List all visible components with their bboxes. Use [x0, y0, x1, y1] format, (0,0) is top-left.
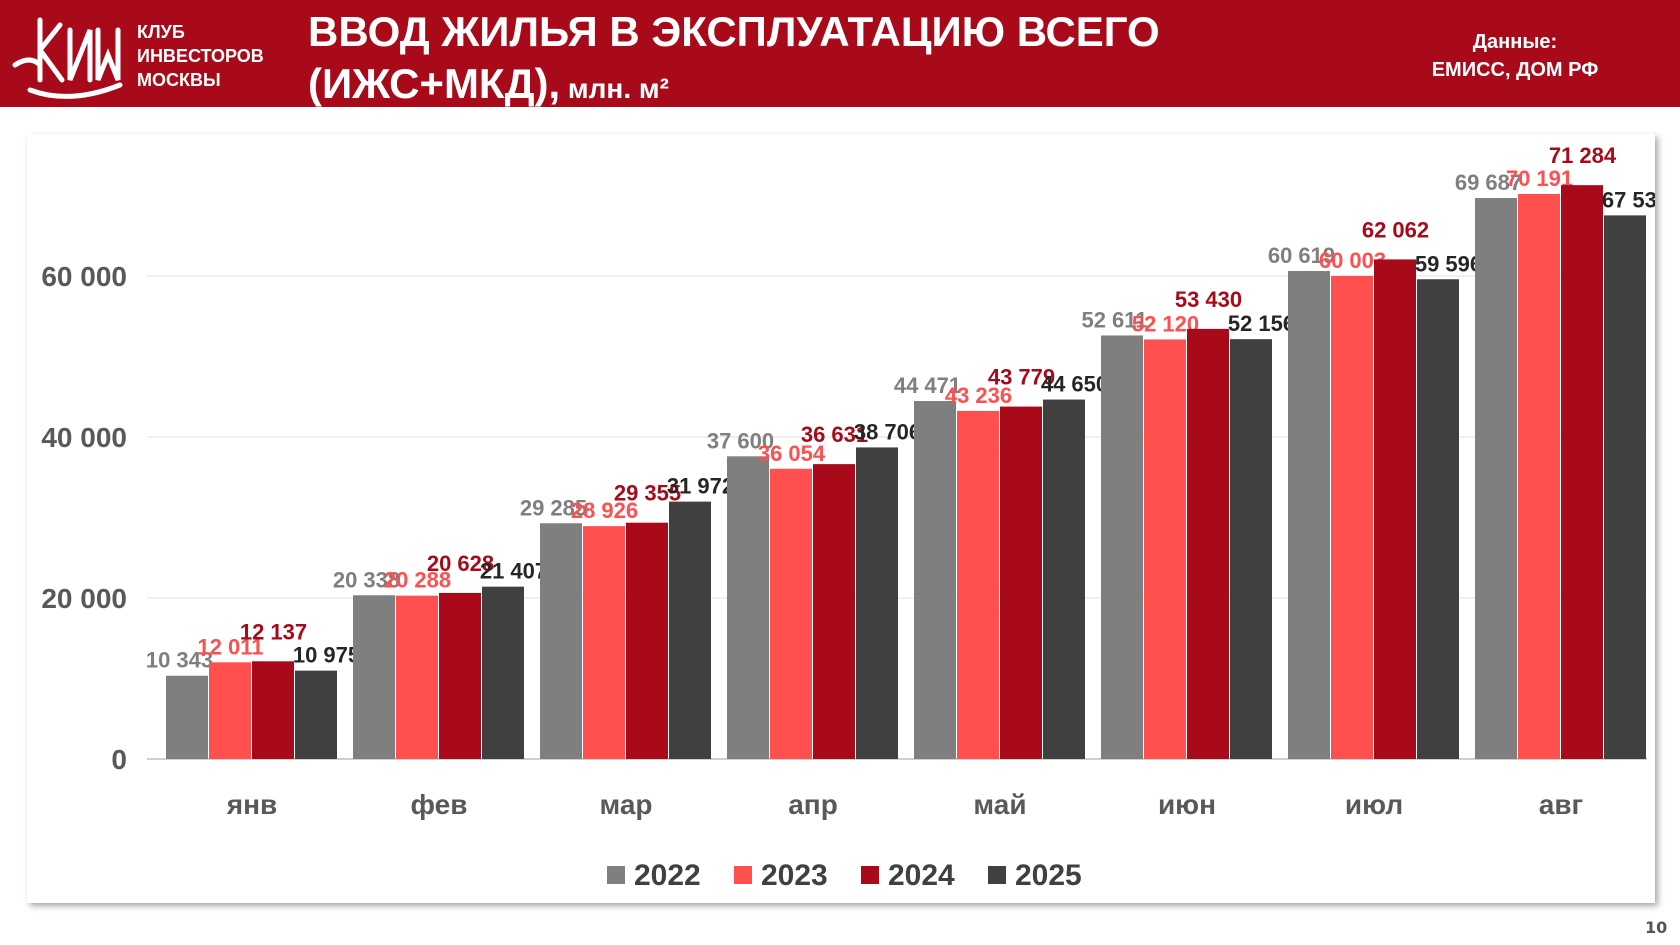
bar-2023-авг [1518, 193, 1560, 759]
bar-2024-май [1000, 406, 1042, 759]
data-label: 29 285 [520, 495, 587, 520]
title-unit: млн. м² [560, 73, 669, 104]
x-tick-label: янв [226, 789, 277, 820]
data-label: 37 600 [707, 428, 774, 453]
bar-2022-мар [540, 523, 582, 759]
bar-2025-мар [669, 501, 711, 759]
bar-2023-июл [1331, 275, 1373, 759]
bar-2024-апр [813, 464, 855, 759]
title-line-1: ВВОД ЖИЛЬЯ В ЭКСПЛУАТАЦИЮ ВСЕГО [308, 8, 1160, 55]
x-tick-label: апр [788, 789, 838, 820]
bar-2022-фев [353, 595, 395, 759]
source-label: Данные: [1472, 31, 1558, 53]
legend-label: 2025 [1015, 859, 1082, 892]
data-label: 44 471 [894, 373, 961, 398]
legend-swatch-2024 [861, 866, 879, 884]
bar-2025-янв [295, 670, 337, 759]
bar-2025-фев [482, 586, 524, 759]
x-tick-label: июл [1345, 789, 1403, 820]
header-banner: КЛУБ ИНВЕСТОРОВ МОСКВЫ ВВОД ЖИЛЬЯ В ЭКСП… [0, 0, 1680, 107]
bar-2022-июл [1288, 271, 1330, 759]
legend-swatch-2023 [734, 866, 752, 884]
legend-swatch-2025 [988, 866, 1006, 884]
x-tick-label: мар [599, 789, 652, 820]
y-tick-label: 40 000 [41, 422, 127, 453]
title-line-2: (ИЖС+МКД), [308, 60, 561, 107]
data-label: 12 137 [240, 619, 307, 644]
bar-2022-авг [1475, 198, 1517, 759]
legend-swatch-2022 [607, 866, 625, 884]
data-label: 20 288 [384, 568, 451, 593]
bar-2022-янв [166, 675, 208, 759]
data-source: Данные: ЕМИСС, ДОМ РФ [1400, 28, 1630, 84]
data-label: 20 628 [427, 551, 494, 576]
data-label: 21 407 [480, 559, 547, 584]
legend-label: 2022 [634, 859, 701, 892]
data-label: 43 236 [945, 383, 1012, 408]
data-label: 71 284 [1549, 143, 1617, 168]
bar-2024-июн [1187, 328, 1229, 759]
data-label: 44 650 [1041, 372, 1108, 397]
club-logo [12, 17, 123, 99]
data-label: 52 611 [1081, 307, 1147, 332]
page-title: ВВОД ЖИЛЬЯ В ЭКСПЛУАТАЦИЮ ВСЕГО (ИЖС+МКД… [308, 6, 1160, 115]
club-line: ИНВЕСТОРОВ [137, 46, 264, 66]
bar-2023-апр [770, 468, 812, 759]
data-label: 60 619 [1268, 243, 1335, 268]
data-label: 20 338 [333, 567, 400, 592]
source-value: ЕМИСС, ДОМ РФ [1431, 59, 1599, 81]
x-tick-label: май [973, 789, 1026, 820]
data-label: 62 062 [1362, 217, 1429, 242]
bar-2025-май [1043, 399, 1085, 759]
x-tick-label: авг [1539, 789, 1583, 820]
bar-2025-авг [1604, 215, 1646, 760]
legend-label: 2023 [761, 859, 828, 892]
page-number: 10 [1645, 918, 1668, 937]
data-label: 10 343 [146, 648, 213, 673]
y-tick-label: 0 [111, 744, 127, 775]
data-label: 12 011 [197, 634, 263, 659]
data-label: 31 972 [667, 474, 734, 499]
data-label: 59 596 [1415, 251, 1482, 276]
club-line: КЛУБ [137, 22, 185, 42]
bar-2025-июл [1417, 279, 1459, 759]
data-label: 53 430 [1175, 287, 1242, 312]
bar-2022-апр [727, 456, 769, 759]
data-label: 43 779 [988, 365, 1055, 390]
bar-2024-фев [439, 592, 481, 759]
bar-2022-июн [1101, 335, 1143, 759]
bar-2023-май [957, 410, 999, 759]
bar-2025-апр [856, 447, 898, 759]
club-name: КЛУБ ИНВЕСТОРОВ МОСКВЫ [137, 20, 264, 92]
bar-2025-июн [1230, 339, 1272, 759]
x-tick-label: июн [1158, 789, 1216, 820]
data-label: 36 631 [801, 422, 868, 447]
bar-2024-мар [626, 522, 668, 759]
bar-2023-мар [583, 526, 625, 759]
legend-label: 2024 [888, 859, 955, 892]
y-tick-label: 20 000 [41, 583, 127, 614]
club-line: МОСКВЫ [137, 70, 221, 90]
bar-2022-май [914, 401, 956, 759]
y-tick-label: 60 000 [41, 261, 127, 292]
data-label: 38 706 [854, 419, 921, 444]
data-label: 28 926 [571, 498, 638, 523]
bar-2023-фев [396, 595, 438, 759]
data-label: 10 975 [293, 643, 360, 668]
bar-2024-июл [1374, 259, 1416, 759]
data-label: 52 156 [1228, 311, 1295, 336]
bar-2024-янв [252, 661, 294, 759]
bar-2023-июн [1144, 339, 1186, 759]
chart-panel: 0 20 000 40 000 60 000 10 343 12 011 12 137 10 … [27, 134, 1655, 903]
x-tick-label: фев [411, 789, 468, 820]
bar-2023-янв [209, 662, 251, 759]
data-label: 36 054 [758, 441, 826, 466]
data-label: 29 355 [614, 481, 681, 506]
data-label: 69 687 [1455, 170, 1522, 195]
data-label: 67 530 [1602, 187, 1655, 212]
bar-2024-авг [1561, 185, 1603, 759]
